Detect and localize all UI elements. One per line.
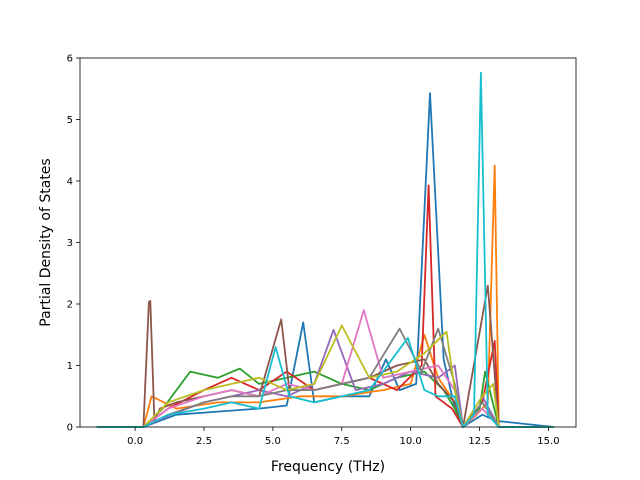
x-tick-label: 7.5 (334, 436, 350, 447)
x-tick-label: 5.0 (265, 436, 281, 447)
y-axis-ticks: 0 1 2 3 4 5 6 (67, 54, 80, 434)
y-tick-label: 3 (67, 238, 73, 249)
series-line-10 (96, 71, 554, 428)
y-tick-label: 4 (67, 177, 73, 188)
series-line-9 (96, 324, 554, 428)
x-axis-ticks: 0.0 2.5 5.0 7.5 10.0 12.5 15.0 (127, 427, 560, 447)
x-tick-label: 15.0 (537, 436, 559, 447)
y-tick-label: 2 (67, 300, 73, 311)
series-layer (96, 71, 555, 428)
x-tick-label: 0.0 (127, 436, 143, 447)
y-tick-label: 6 (67, 54, 73, 65)
x-tick-label: 10.0 (400, 436, 422, 447)
x-tick-label: 12.5 (468, 436, 490, 447)
y-axis-label: Partial Density of States (38, 158, 54, 326)
x-tick-label: 2.5 (196, 436, 212, 447)
y-tick-label: 5 (67, 115, 73, 126)
plot-area (80, 58, 576, 427)
y-tick-label: 0 (67, 423, 73, 434)
x-axis-label: Frequency (THz) (271, 459, 385, 475)
series-line-3 (96, 367, 554, 428)
y-tick-label: 1 (67, 361, 73, 372)
